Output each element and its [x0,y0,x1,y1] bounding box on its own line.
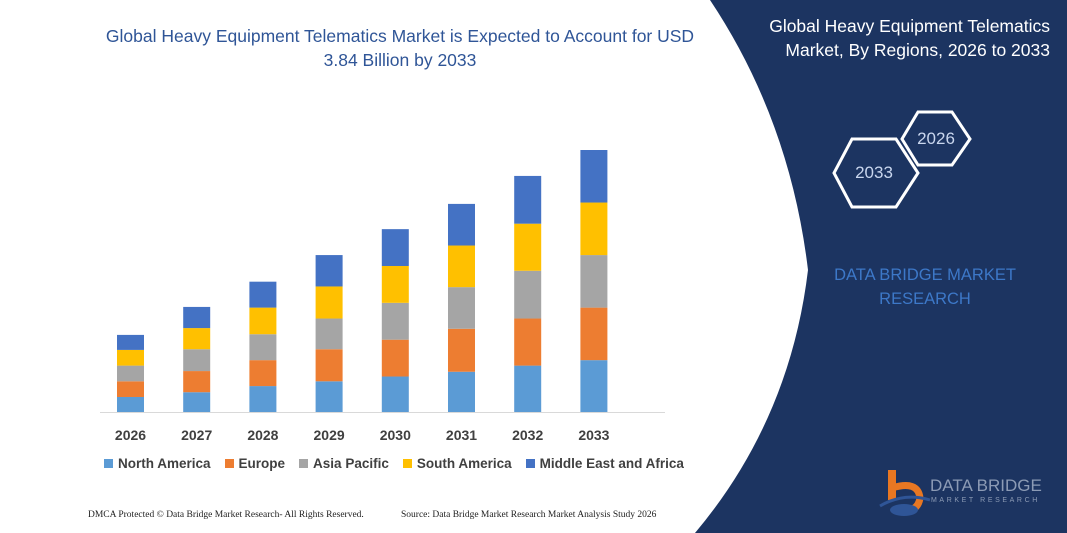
bar-segment-2033-asia-pacific [580,255,608,308]
bar-segment-2032-europe [514,318,542,366]
bar-segment-2028-middle-east-and-africa [249,281,277,308]
bar-segment-2029-middle-east-and-africa [315,255,343,287]
legend-swatch [299,459,309,468]
bar-segment-2031-south-america [448,245,475,288]
x-tick-label: 2030 [380,427,411,443]
panel-watermark-text: DATA BRIDGE MARKET RESEARCH [834,266,1016,308]
hex-label-end: 2033 [855,163,893,182]
legend-swatch [402,459,412,468]
bar-segment-2030-asia-pacific [381,302,409,340]
bar-segment-2026-asia-pacific [117,365,144,382]
bar-segment-2031-asia-pacific [448,287,475,329]
bar-segment-2027-asia-pacific [183,349,211,372]
bar-segment-2028-south-america [249,307,277,335]
bar-segment-2028-north-america [249,386,277,412]
x-tick-label: 2031 [446,427,477,443]
x-tick-label: 2029 [314,427,345,443]
bar-segment-2033-north-america [580,360,608,412]
legend-swatch [224,459,234,468]
logo-subtitle: MARKET RESEARCH [931,497,1040,504]
bar-segment-2026-north-america [117,396,144,412]
legend-item: Middle East and Africa [525,456,684,471]
legend-item: Asia Pacific [299,456,389,471]
bar-segment-2033-europe [580,307,608,361]
bar-segment-2030-south-america [381,265,409,303]
legend-label: Asia Pacific [313,456,389,471]
hexagon-2026-icon [900,110,972,167]
bar-segment-2031-europe [448,328,475,372]
legend-item: North America [104,456,211,471]
bar-segment-2031-middle-east-and-africa [448,203,475,246]
legend-label: Middle East and Africa [539,456,684,471]
data-bridge-logo-icon [879,470,931,516]
panel-title: Global Heavy Equipment Telematics Market… [769,16,1050,60]
bar-segment-2032-middle-east-and-africa [514,175,542,224]
x-tick-label: 2027 [181,427,212,443]
legend-item: Europe [224,456,286,471]
footer-source: Source: Data Bridge Market Research Mark… [401,510,657,520]
bar-segment-2027-south-america [183,328,211,350]
bar-segment-2029-asia-pacific [315,318,343,350]
hexagon-2033-icon [832,137,920,209]
bar-segment-2031-north-america [448,371,475,412]
bar-segment-2027-middle-east-and-africa [183,306,211,329]
bar-segment-2027-europe [183,371,211,393]
bar-segment-2030-europe [381,339,409,377]
x-tick-label: 2032 [512,427,543,443]
bar-segment-2030-middle-east-and-africa [381,229,409,266]
bar-segment-2026-middle-east-and-africa [117,334,144,350]
bar-segment-2028-europe [249,360,277,387]
x-tick-label: 2028 [247,427,278,443]
bar-segment-2032-asia-pacific [514,270,542,319]
legend-label: Europe [238,456,286,471]
legend-label: North America [118,456,211,471]
legend-item: South America [402,456,512,471]
bar-segment-2032-north-america [514,365,542,412]
bar-segment-2026-south-america [117,349,144,366]
logo-name: DATA BRIDGE [930,476,1042,495]
bar-segment-2029-north-america [315,381,343,412]
bar-segment-2029-europe [315,349,343,382]
bar-segment-2027-north-america [183,392,211,412]
bar-segment-2026-europe [117,381,144,397]
legend-swatch [104,459,113,468]
bar-segment-2029-south-america [315,286,343,319]
bar-segment-2028-asia-pacific [249,334,277,361]
footer-copyright: DMCA Protected © Data Bridge Market Rese… [88,510,364,520]
bar-segment-2033-middle-east-and-africa [580,150,608,203]
legend-label: South America [416,456,512,471]
chart-legend: North America Europe Asia Pacific South Ame… [104,456,684,471]
bar-segment-2033-south-america [580,202,608,256]
chart-title: Global Heavy Equipment Telematics Market… [105,26,695,70]
x-tick-label: 2033 [578,427,609,443]
bar-segment-2030-north-america [381,376,409,412]
x-tick-label: 2026 [115,427,146,443]
legend-swatch [525,459,535,468]
bar-segment-2032-south-america [514,223,542,271]
hex-label-start: 2026 [917,129,955,148]
